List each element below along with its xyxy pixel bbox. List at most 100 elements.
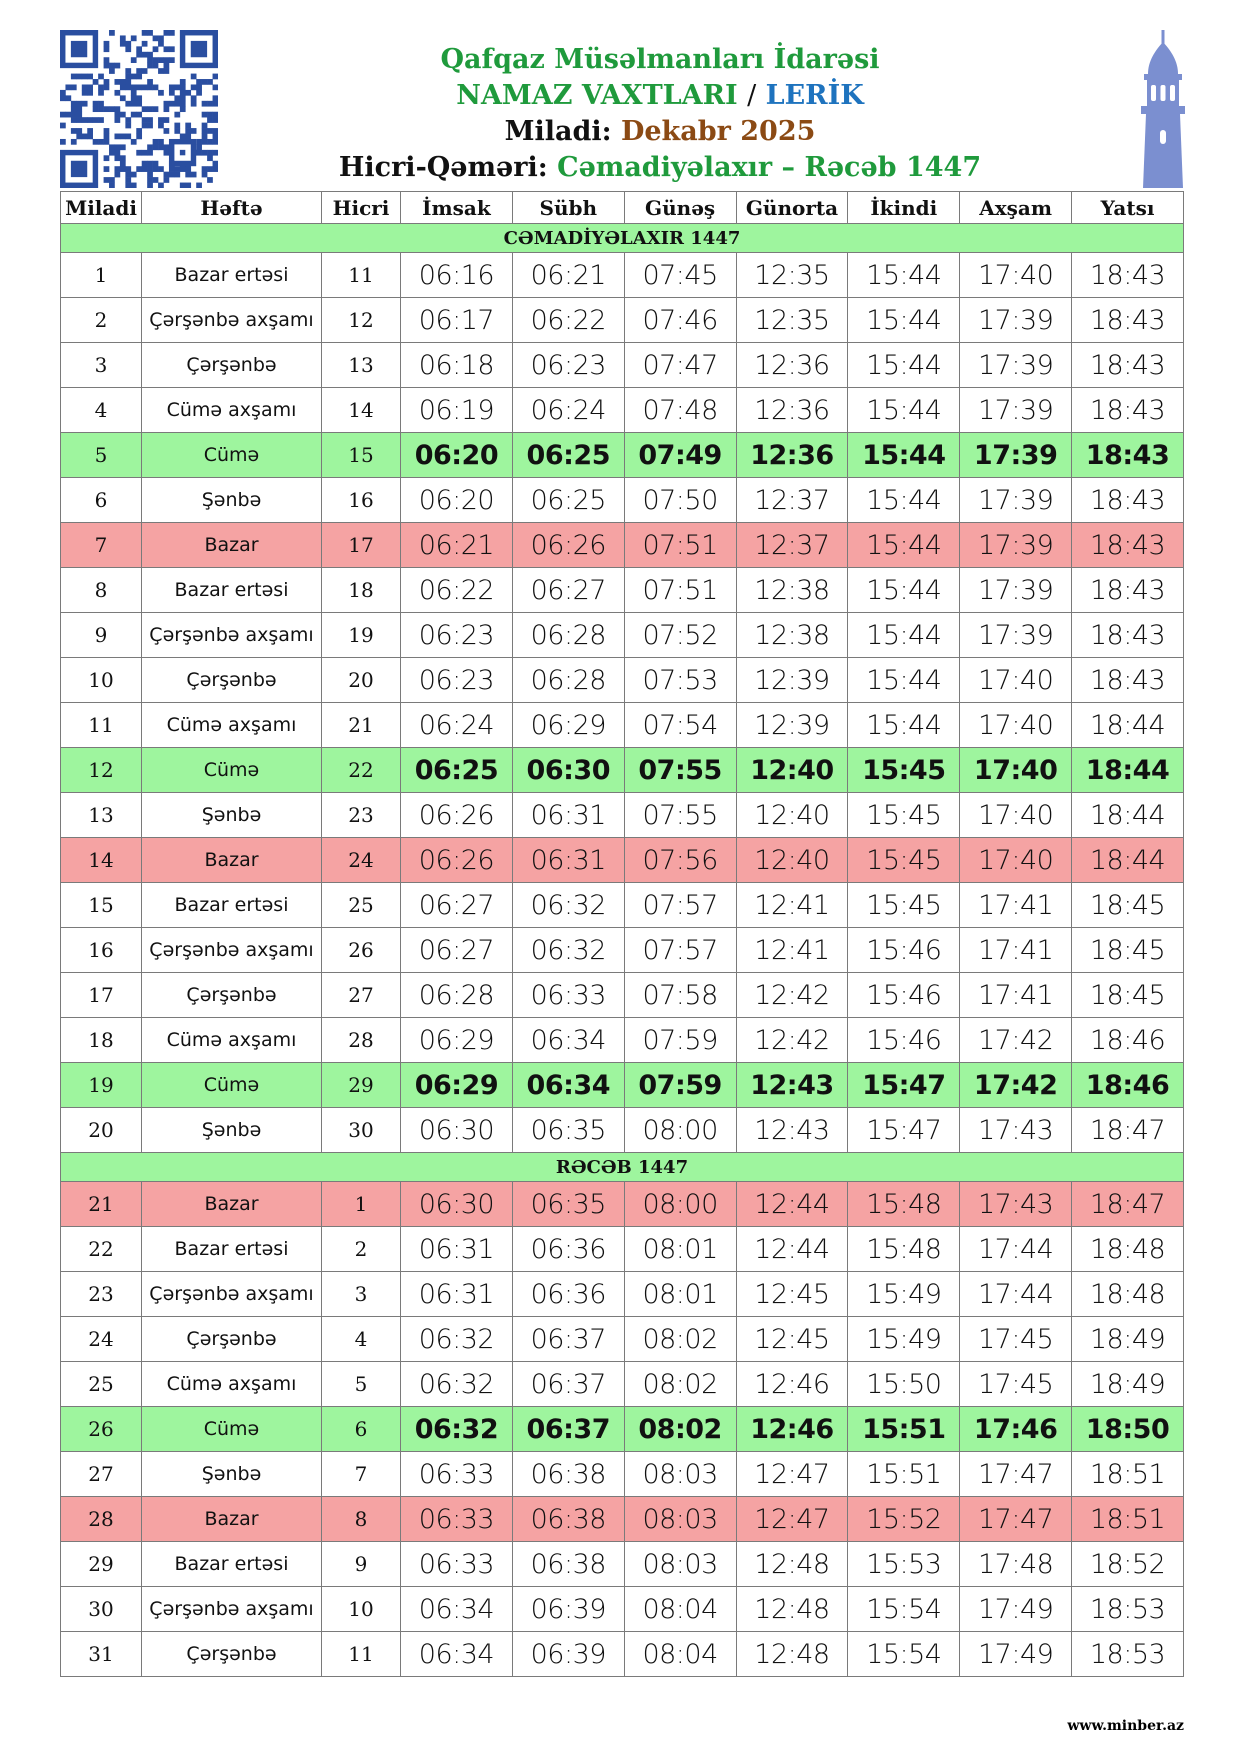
qr-module — [92, 117, 99, 123]
prayer-time: 17:46 — [959, 1406, 1073, 1452]
prayer-time: 06:38 — [511, 1541, 625, 1587]
prayer-time: 06:27 — [400, 927, 513, 973]
qr-module — [114, 171, 121, 178]
qr-module — [141, 68, 148, 74]
prayer-time: 15:44 — [847, 477, 961, 523]
prayer-time: 06:37 — [511, 1316, 625, 1362]
day-row: 3 Çərşənbə 13 06:18 06:23 07:47 12:36 15:44 17:3… — [60, 342, 1184, 388]
qr-module — [114, 133, 121, 140]
prayer-time: 06:23 — [400, 612, 513, 658]
prayer-time: 15:44 — [847, 567, 961, 613]
prayer-time: 12:43 — [735, 1062, 849, 1108]
prayer-time: 12:35 — [735, 252, 849, 298]
qr-module — [201, 111, 208, 118]
qr-module — [196, 138, 202, 145]
qr-module — [130, 84, 137, 91]
qr-module — [70, 138, 77, 145]
qr-module — [212, 73, 218, 80]
qr-module — [207, 117, 213, 123]
prayer-time: 06:29 — [400, 1062, 513, 1108]
prayer-time: 06:28 — [511, 657, 625, 703]
prayer-time: 15:46 — [847, 927, 961, 973]
qr-module — [212, 160, 218, 167]
prayer-time: 18:51 — [1071, 1496, 1184, 1542]
weekday: Cümə axşamı — [141, 387, 322, 433]
qr-module — [125, 100, 132, 107]
qr-module — [81, 117, 88, 123]
qr-module — [190, 128, 197, 134]
miladi-day: 5 — [60, 432, 142, 478]
prayer-time: 17:40 — [959, 792, 1073, 838]
hicri-day: 11 — [321, 252, 401, 298]
weekday: Çərşənbə axşamı — [141, 1586, 322, 1632]
qr-module — [179, 89, 186, 96]
prayer-time: 12:36 — [735, 432, 849, 478]
qr-module — [119, 144, 126, 151]
hicri-day: 21 — [321, 702, 401, 748]
prayer-time: 18:49 — [1071, 1316, 1184, 1362]
weekday: Cümə axşamı — [141, 1361, 322, 1407]
prayer-time: 18:43 — [1071, 477, 1184, 523]
qr-module — [168, 100, 175, 107]
qr-module — [119, 40, 126, 47]
prayer-time: 17:40 — [959, 837, 1073, 883]
weekday: Çərşənbə — [141, 342, 322, 388]
qr-module — [147, 160, 153, 167]
qr-module — [103, 138, 110, 145]
prayer-time: 17:47 — [959, 1451, 1073, 1497]
prayer-time: 06:28 — [400, 972, 513, 1018]
qr-module — [174, 95, 181, 102]
miladi-day: 17 — [60, 972, 142, 1018]
weekday: Şənbə — [141, 792, 322, 838]
qr-module — [81, 73, 88, 80]
prayer-time: 12:48 — [735, 1586, 849, 1632]
qr-module — [152, 144, 159, 151]
qr-module — [147, 106, 153, 113]
qr-module — [158, 166, 164, 172]
qr-module — [147, 117, 153, 123]
qr-module — [152, 62, 159, 69]
prayer-time: 06:33 — [511, 972, 625, 1018]
qr-module — [119, 166, 126, 172]
prayer-time: 06:35 — [511, 1107, 625, 1153]
qr-module — [179, 100, 186, 107]
prayer-time: 12:40 — [735, 837, 849, 883]
qr-module — [207, 111, 213, 118]
miladi-label: Miladi: — [504, 116, 612, 147]
prayer-time: 08:02 — [623, 1406, 737, 1452]
prayer-time: 18:45 — [1071, 972, 1184, 1018]
prayer-time: 12:37 — [735, 477, 849, 523]
prayer-time: 07:57 — [623, 882, 737, 928]
prayer-time: 06:21 — [400, 522, 513, 568]
prayer-time: 17:40 — [959, 252, 1073, 298]
qr-module — [196, 79, 202, 85]
qr-module — [114, 89, 121, 96]
prayer-time: 18:52 — [1071, 1541, 1184, 1587]
qr-module — [158, 138, 164, 145]
miladi-day: 3 — [60, 342, 142, 388]
column-header: Sübh — [511, 191, 625, 224]
hicri-day: 30 — [321, 1107, 401, 1153]
prayer-time: 08:04 — [623, 1586, 737, 1632]
qr-module — [60, 89, 66, 96]
hicri-day: 18 — [321, 567, 401, 613]
day-row: 19 Cümə 29 06:29 06:34 07:59 12:43 15:47 17:42 18… — [60, 1062, 1184, 1108]
miladi-day: 9 — [60, 612, 142, 658]
qr-module — [109, 177, 115, 183]
qr-module — [152, 166, 159, 172]
qr-module — [152, 57, 159, 63]
prayer-time: 18:43 — [1071, 252, 1184, 298]
prayer-time: 15:44 — [847, 252, 961, 298]
weekday: Çərşənbə axşamı — [141, 297, 322, 343]
prayer-time: 17:49 — [959, 1631, 1073, 1677]
prayer-time: 18:46 — [1071, 1062, 1184, 1108]
weekday: Bazar ertəsi — [141, 567, 322, 613]
prayer-time: 18:44 — [1071, 702, 1184, 748]
qr-module — [179, 166, 186, 172]
day-row: 30 Çərşənbə axşamı 10 06:34 06:39 08:04 12:48 1… — [60, 1586, 1184, 1632]
qr-module — [87, 84, 93, 91]
qr-module — [130, 111, 137, 118]
prayer-time: 12:37 — [735, 522, 849, 568]
qr-module — [136, 95, 143, 102]
qr-module — [130, 171, 137, 178]
